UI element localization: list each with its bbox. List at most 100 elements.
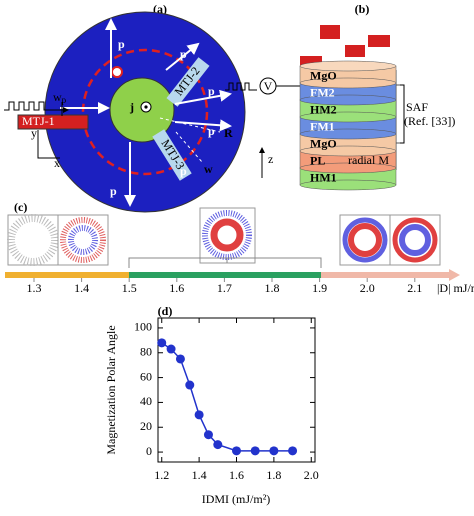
layer-edge (299, 179, 397, 191)
layer-label: HM1 (310, 170, 337, 184)
p-arrow (174, 119, 232, 132)
range-bar (321, 272, 449, 278)
p-label: p (208, 124, 215, 138)
w-sub: p (62, 95, 67, 105)
c-tick-label: 2.1 (407, 281, 422, 295)
c-tick-label: 1.6 (169, 281, 184, 295)
j-dot (144, 105, 148, 109)
contact (368, 35, 390, 47)
w: w (53, 90, 62, 104)
p-label: p (118, 37, 125, 51)
mtj-bar (17, 114, 89, 130)
data-point (166, 344, 176, 354)
layer-label: FM2 (310, 85, 335, 99)
x-tick-label: 1.6 (229, 468, 244, 482)
skyrmion-ring (399, 224, 431, 256)
c-tick-label: 2.0 (360, 281, 375, 295)
data-point (157, 338, 167, 348)
c-tick-label: 1.8 (265, 281, 280, 295)
contact (345, 45, 365, 57)
skyrmion (111, 66, 123, 78)
wp-label: wp (53, 90, 67, 105)
layer-label: PL (310, 153, 325, 167)
p-arrow (174, 89, 232, 105)
snapshot (57, 214, 109, 266)
layer-label: HM2 (310, 102, 337, 116)
panel-label: (d) (158, 304, 173, 318)
layer-edge (299, 128, 397, 140)
layer-label: MgO (310, 136, 337, 150)
radius-line (159, 117, 221, 133)
y-tick-label: 60 (140, 369, 152, 383)
skyrmion-ring (202, 210, 252, 260)
width-line (175, 131, 203, 163)
x-tick-label: 2.0 (304, 468, 319, 482)
y-tick-label: 80 (140, 345, 152, 359)
p-label: p (180, 164, 187, 178)
skyrmion-ring (348, 223, 382, 257)
c-tick-label: 1.4 (74, 281, 89, 295)
p-label: p (180, 47, 187, 61)
panel-label: (b) (355, 2, 370, 16)
w-label: w (204, 162, 213, 176)
skyrmion-ring (210, 218, 244, 252)
range-bar (5, 272, 129, 278)
j-label: j (129, 100, 134, 114)
skyrmion-ring (392, 217, 438, 263)
mtj-bar (166, 57, 210, 107)
x-tick-label: 1.4 (192, 468, 207, 482)
mtj-label: MTJ-1 (22, 114, 55, 128)
y-tick-label: 20 (140, 419, 152, 433)
saf-ref: (Ref. [33]) (404, 114, 455, 128)
panel-b: (b) SAF (Ref. [33]) V z HM1 PL MgO FM1 HM2 FM… (225, 2, 455, 191)
snapshot (389, 214, 441, 266)
y-tick-label: 0 (146, 444, 152, 458)
panel-a: (a) j MTJ-1 MTJ-2 MTJ-3 p p p p p p R (4, 2, 246, 213)
layer-label: FM1 (310, 119, 335, 133)
axes-icon (37, 130, 60, 159)
p-label: p (110, 184, 117, 198)
data-point (232, 446, 241, 456)
pulse (4, 101, 50, 111)
skyrmion-ring (60, 217, 106, 263)
layer-top (299, 60, 397, 72)
y-axis-label: Magnetization Polar Angle (104, 325, 118, 454)
y-tick-label: 40 (140, 394, 152, 408)
contact (320, 25, 340, 39)
z-label: z (268, 152, 273, 166)
skyrmion-ring (7, 214, 59, 266)
x-axis-label: IDMI (mJ/m²) (202, 492, 271, 506)
layer-edge (299, 77, 397, 89)
data-point (250, 446, 260, 456)
saf-bracket (400, 84, 405, 144)
saf-label: SAF (406, 100, 428, 114)
layer-edge (299, 162, 397, 174)
x-tick-label: 1.8 (266, 468, 281, 482)
pulse (225, 82, 300, 91)
axis-y: y (31, 126, 37, 140)
layer-edge (299, 145, 397, 157)
data-point (203, 430, 213, 440)
mtj-bar (152, 129, 192, 181)
data-point (288, 446, 298, 456)
p-label: p (208, 84, 215, 98)
range-bar (129, 272, 321, 278)
snapshot (199, 207, 256, 264)
data-point (194, 410, 204, 420)
c-tick-label: 1.3 (27, 281, 42, 295)
p-arrow (165, 42, 200, 71)
layer-label: MgO (310, 68, 337, 82)
data-point (213, 440, 223, 450)
c-tick-label: 1.5 (122, 281, 137, 295)
x-tick-label: 1.2 (154, 468, 169, 482)
data-point (185, 380, 195, 390)
panel-label: (c) (14, 200, 27, 214)
v-label: V (264, 79, 273, 93)
c-tick-label: 1.7 (217, 281, 232, 295)
y-tick-label: 100 (134, 320, 152, 334)
current-loop (81, 48, 209, 176)
data-point (269, 446, 279, 456)
radial-label: radial M (348, 153, 389, 167)
layer-edge (299, 111, 397, 123)
